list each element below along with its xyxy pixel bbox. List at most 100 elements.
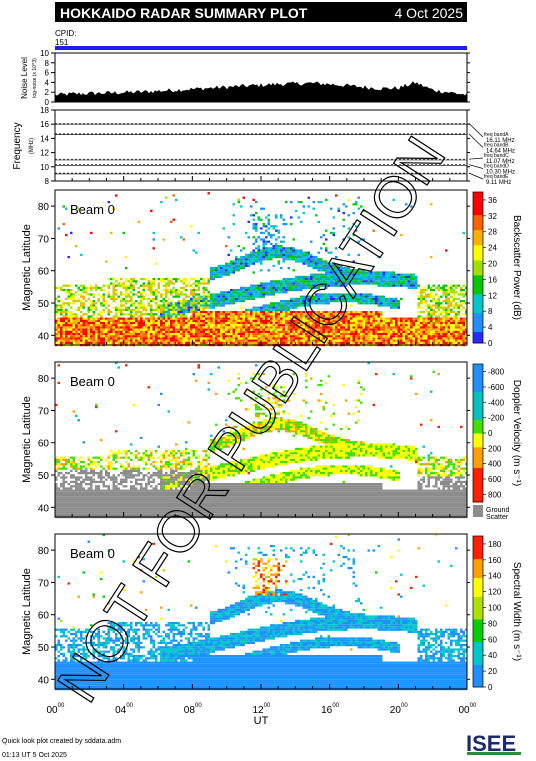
data-cell — [445, 249, 448, 252]
data-cell — [117, 333, 120, 336]
data-cell — [125, 308, 128, 311]
data-cell — [97, 313, 100, 316]
data-cell — [370, 339, 373, 342]
data-cell — [55, 485, 58, 488]
data-cell — [282, 289, 285, 292]
data-cell — [407, 317, 410, 320]
data-cell — [437, 317, 440, 320]
data-cell — [195, 306, 198, 309]
data-cell — [217, 267, 220, 270]
data-cell — [80, 284, 83, 287]
data-cell — [367, 282, 370, 285]
data-cell — [350, 269, 353, 272]
data-cell — [265, 284, 268, 287]
data-cell — [167, 297, 170, 300]
data-cell — [320, 284, 323, 287]
data-cell — [300, 304, 303, 307]
data-cell — [307, 297, 310, 300]
data-cell — [152, 339, 155, 342]
data-cell — [450, 335, 453, 338]
data-cell — [435, 293, 438, 296]
data-cell — [122, 308, 125, 311]
data-cell — [132, 335, 135, 338]
data-cell — [170, 313, 173, 316]
data-cell — [417, 315, 420, 318]
data-cell — [237, 258, 240, 261]
data-cell — [320, 273, 323, 276]
data-cell — [162, 326, 165, 329]
data-cell — [87, 335, 90, 338]
data-cell — [102, 326, 105, 329]
data-cell — [327, 333, 330, 336]
data-cell — [337, 326, 340, 329]
data-cell — [267, 317, 270, 320]
data-cell — [322, 242, 325, 245]
data-cell — [90, 330, 93, 333]
data-cell — [430, 295, 433, 298]
data-cell — [227, 317, 230, 320]
data-cell — [347, 293, 350, 296]
data-cell — [292, 337, 295, 340]
data-cell — [327, 267, 330, 270]
colorbar-step — [473, 271, 483, 276]
data-cell — [217, 328, 220, 331]
data-cell — [192, 326, 195, 329]
data-cell — [267, 220, 270, 223]
data-cell — [325, 328, 328, 331]
data-cell — [370, 278, 373, 281]
data-cell — [250, 324, 253, 327]
data-cell — [70, 485, 73, 488]
data-cell — [102, 300, 105, 303]
data-cell — [147, 289, 150, 292]
data-cell — [82, 328, 85, 331]
data-cell — [390, 280, 393, 283]
data-cell — [155, 291, 158, 294]
data-cell — [102, 335, 105, 338]
data-cell — [145, 278, 148, 281]
data-cell — [147, 328, 150, 331]
data-cell — [152, 293, 155, 296]
data-cell — [380, 313, 383, 316]
data-cell — [55, 507, 58, 510]
data-cell — [295, 315, 298, 318]
data-cell — [257, 236, 260, 239]
data-cell — [262, 249, 265, 252]
data-cell — [62, 500, 65, 503]
data-cell — [257, 253, 260, 256]
data-cell — [165, 286, 168, 289]
data-cell — [437, 337, 440, 340]
data-cell — [337, 269, 340, 272]
data-cell — [437, 335, 440, 338]
data-cell — [385, 280, 388, 283]
data-cell — [320, 339, 323, 342]
data-cell — [325, 330, 328, 333]
data-cell — [65, 328, 68, 331]
data-cell — [155, 308, 158, 311]
data-cell — [177, 330, 180, 333]
data-cell — [440, 341, 443, 344]
data-cell — [285, 278, 288, 281]
data-cell — [417, 306, 420, 309]
data-cell — [75, 494, 78, 497]
data-cell — [95, 286, 98, 289]
data-cell — [465, 308, 468, 311]
data-cell — [310, 286, 313, 289]
data-cell — [240, 297, 243, 300]
data-cell — [185, 278, 188, 281]
data-cell — [355, 273, 358, 276]
data-cell — [345, 284, 348, 287]
data-cell — [327, 324, 330, 327]
data-cell — [442, 333, 445, 336]
data-cell — [62, 341, 65, 344]
data-cell — [400, 284, 403, 287]
data-cell — [112, 295, 115, 298]
data-cell — [317, 341, 320, 344]
data-cell — [62, 311, 65, 314]
data-cell — [137, 308, 140, 311]
data-cell — [222, 264, 225, 267]
data-cell — [350, 271, 353, 274]
data-cell — [172, 315, 175, 318]
data-cell — [55, 467, 58, 470]
data-cell — [150, 317, 153, 320]
data-cell — [362, 333, 365, 336]
